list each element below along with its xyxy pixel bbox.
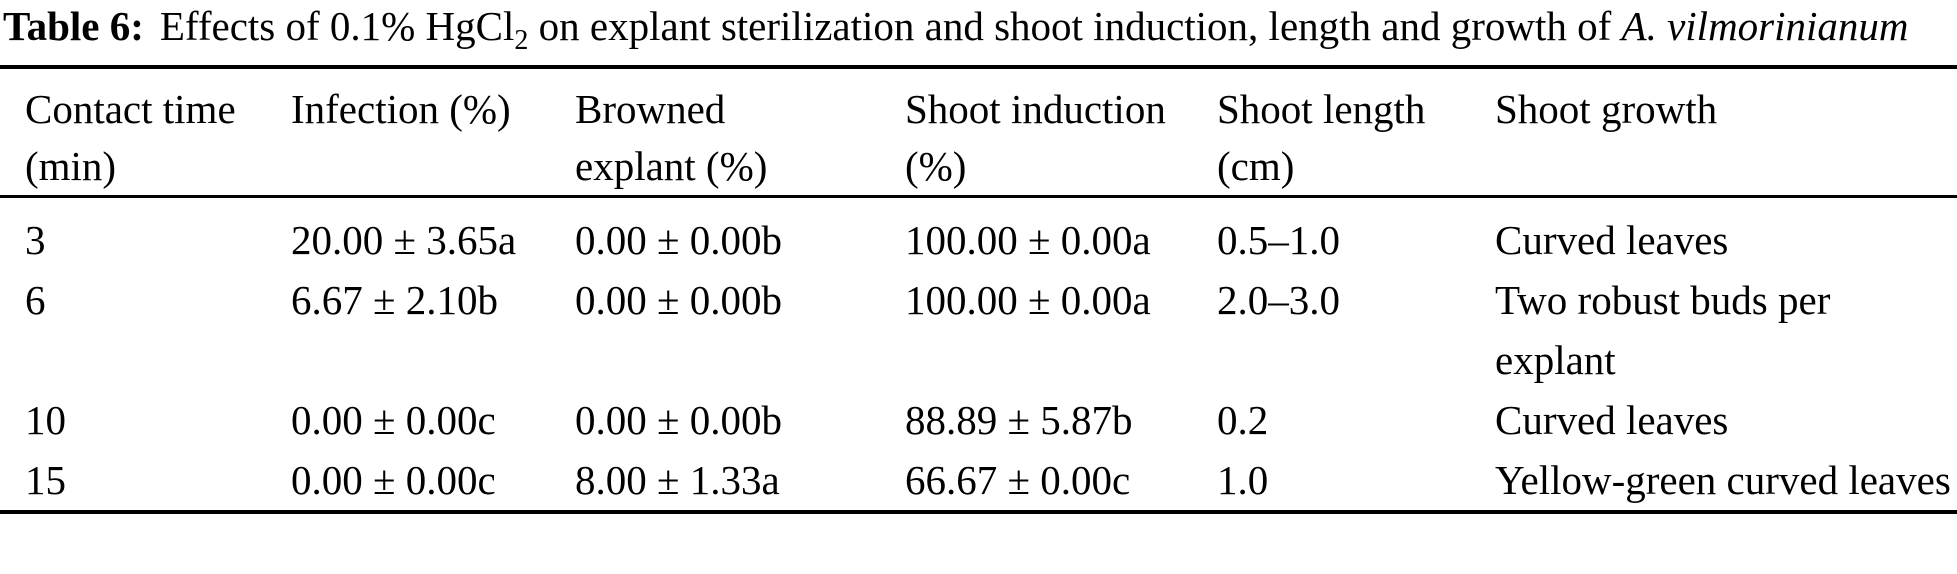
column-header-line: Shoot length <box>1217 86 1426 132</box>
column-header-contact-time: Contact time (min) <box>0 67 291 197</box>
cell-browned-explant: 0.00 ± 0.00b <box>575 397 783 443</box>
cell-shoot-growth: Two robust buds per explant <box>1495 277 1831 383</box>
caption-text-before-subscript: Effects of 0.1% HgCl <box>159 3 515 49</box>
cell-shoot-length: 0.5–1.0 <box>1217 217 1340 263</box>
table-row: 3 20.00 ± 3.65a 0.00 ± 0.00b 100.00 ± 0.… <box>0 197 1957 271</box>
column-header-line: Infection (%) <box>291 86 511 132</box>
table-row: 15 0.00 ± 0.00c 8.00 ± 1.33a 66.67 ± 0.0… <box>0 450 1957 512</box>
table-row: 10 0.00 ± 0.00c 0.00 ± 0.00b 88.89 ± 5.8… <box>0 390 1957 450</box>
header-row: Contact time (min) Infection (%) Browned… <box>0 67 1957 197</box>
column-header-line: (min) <box>25 143 117 189</box>
cell-infection: 6.67 ± 2.10b <box>291 277 499 323</box>
table-number: Table 6: <box>3 3 144 49</box>
column-header-infection: Infection (%) <box>291 67 575 197</box>
cell-contact-time: 10 <box>25 397 66 443</box>
cell-infection: 20.00 ± 3.65a <box>291 217 517 263</box>
cell-browned-explant: 0.00 ± 0.00b <box>575 277 783 323</box>
cell-shoot-length: 0.2 <box>1217 397 1269 443</box>
cell-shoot-growth: Curved leaves <box>1495 397 1729 443</box>
column-header-line: explant (%) <box>575 143 768 189</box>
column-header-line: Browned <box>575 86 726 132</box>
cell-shoot-growth: Yellow-green curved leaves <box>1495 457 1951 503</box>
caption-text-after-subscript: on explant sterilization and shoot induc… <box>528 3 1622 49</box>
column-header-shoot-length: Shoot length (cm) <box>1217 67 1495 197</box>
cell-shoot-induction: 100.00 ± 0.00a <box>905 217 1151 263</box>
column-header-line: Shoot induction <box>905 86 1166 132</box>
column-header-line: Contact time <box>25 86 236 132</box>
caption-chemical-subscript: 2 <box>514 25 529 56</box>
cell-browned-explant: 8.00 ± 1.33a <box>575 457 780 503</box>
column-header-browned-explant: Browned explant (%) <box>575 67 905 197</box>
column-header-shoot-induction: Shoot induction (%) <box>905 67 1217 197</box>
cell-shoot-induction: 100.00 ± 0.00a <box>905 277 1151 323</box>
species-name: A. vilmorinianum <box>1621 3 1909 49</box>
cell-browned-explant: 0.00 ± 0.00b <box>575 217 783 263</box>
cell-contact-time: 6 <box>25 277 46 323</box>
column-header-line: (cm) <box>1217 143 1295 189</box>
cell-contact-time: 3 <box>25 217 46 263</box>
column-header-line: Shoot growth <box>1495 86 1718 132</box>
cell-shoot-induction: 66.67 ± 0.00c <box>905 457 1131 503</box>
table-row: 6 6.67 ± 2.10b 0.00 ± 0.00b 100.00 ± 0.0… <box>0 270 1957 390</box>
cell-contact-time: 15 <box>25 457 66 503</box>
cell-infection: 0.00 ± 0.00c <box>291 457 496 503</box>
column-header-line: (%) <box>905 143 967 189</box>
column-header-shoot-growth: Shoot growth <box>1495 67 1957 197</box>
cell-shoot-length: 2.0–3.0 <box>1217 277 1340 323</box>
cell-shoot-induction: 88.89 ± 5.87b <box>905 397 1133 443</box>
table-caption: Table 6: Effects of 0.1% HgCl2 on explant… <box>0 0 1957 65</box>
cell-shoot-growth: Curved leaves <box>1495 217 1729 263</box>
cell-shoot-length: 1.0 <box>1217 457 1269 503</box>
data-table: Contact time (min) Infection (%) Browned… <box>0 65 1957 514</box>
cell-infection: 0.00 ± 0.00c <box>291 397 496 443</box>
